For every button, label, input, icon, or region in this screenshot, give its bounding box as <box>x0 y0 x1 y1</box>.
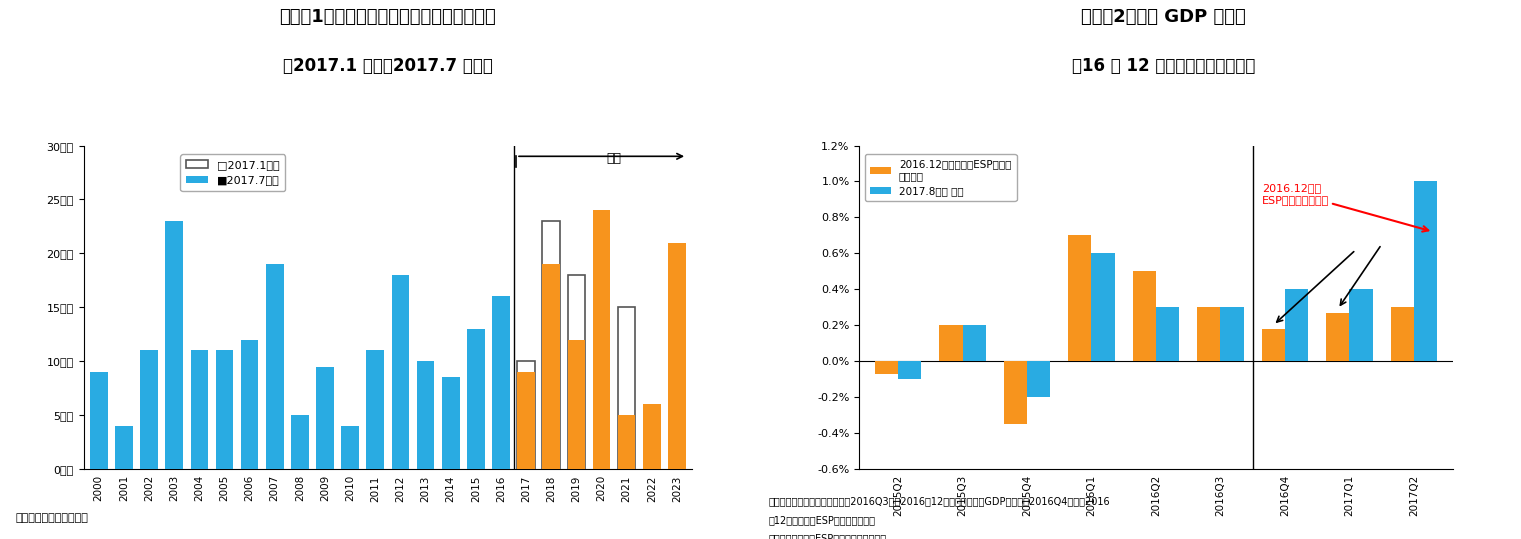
Bar <box>467 329 485 469</box>
Bar <box>1092 253 1115 361</box>
Bar <box>618 415 636 469</box>
Bar <box>517 372 535 469</box>
Bar <box>216 350 233 469</box>
Legend: □2017.1調査, ■2017.7調査: □2017.1調査, ■2017.7調査 <box>181 154 286 191</box>
Text: （16 年 12 月時点見通しと実績）: （16 年 12 月時点見通しと実績） <box>1072 57 1255 74</box>
Bar <box>240 340 259 469</box>
Bar <box>1220 307 1244 361</box>
Bar <box>166 221 183 469</box>
Text: （注）オレンジ色の棒グラフは2016Q3まで2016年12月時点での実質GDP成長率、2016Q4からは2016: （注）オレンジ色の棒グラフは2016Q3まで2016年12月時点での実質GDP成… <box>768 496 1110 506</box>
Bar <box>543 221 560 469</box>
Bar <box>1027 361 1049 397</box>
Bar <box>1349 289 1372 361</box>
Bar <box>1156 307 1179 361</box>
Text: （出所）内閣府、ESPフォーキャスト調査: （出所）内閣府、ESPフォーキャスト調査 <box>768 534 887 539</box>
Bar <box>417 361 435 469</box>
Bar <box>391 275 409 469</box>
Bar <box>1390 307 1415 361</box>
Bar <box>897 361 922 379</box>
Text: 年12月時点でのESPフォーキャスト: 年12月時点でのESPフォーキャスト <box>768 515 875 525</box>
Bar <box>643 404 660 469</box>
Bar <box>593 210 610 469</box>
Bar <box>1133 271 1156 361</box>
Bar <box>316 367 333 469</box>
Bar <box>1004 361 1027 424</box>
Bar <box>266 264 283 469</box>
Bar <box>618 307 636 469</box>
Bar <box>190 350 208 469</box>
Bar <box>291 415 309 469</box>
Bar <box>493 296 510 469</box>
Bar <box>140 350 158 469</box>
Bar <box>543 264 560 469</box>
Legend: 2016.12時点実績・ESPフォー
キャスト, 2017.8時点 実績: 2016.12時点実績・ESPフォー キャスト, 2017.8時点 実績 <box>864 154 1016 201</box>
Text: （2017.1 調査、2017.7 調査）: （2017.1 調査、2017.7 調査） <box>283 57 493 74</box>
Text: 2016.12時点
ESPフォーキャスト: 2016.12時点 ESPフォーキャスト <box>1262 183 1329 205</box>
Bar <box>443 377 459 469</box>
Bar <box>875 361 897 374</box>
Bar <box>567 275 586 469</box>
Bar <box>940 325 963 361</box>
Bar <box>1197 307 1220 361</box>
Bar <box>1262 329 1285 361</box>
Text: 予測: 予測 <box>607 152 622 165</box>
Text: （出所）三幸エステート: （出所）三幸エステート <box>15 513 88 523</box>
Bar <box>963 325 986 361</box>
Bar <box>116 426 132 469</box>
Bar <box>1068 236 1092 361</box>
Bar <box>341 426 359 469</box>
Text: 図表－2　実質 GDP 成長率: 図表－2 実質 GDP 成長率 <box>1081 8 1246 26</box>
Bar <box>668 243 686 469</box>
Bar <box>1415 182 1437 361</box>
Bar <box>1326 313 1349 361</box>
Bar <box>367 350 385 469</box>
Bar <box>567 340 586 469</box>
Bar <box>90 372 108 469</box>
Text: 図表－1　東京都心Ａクラスビル新規供給量: 図表－1 東京都心Ａクラスビル新規供給量 <box>280 8 496 26</box>
Bar <box>517 361 535 469</box>
Bar <box>1285 289 1308 361</box>
